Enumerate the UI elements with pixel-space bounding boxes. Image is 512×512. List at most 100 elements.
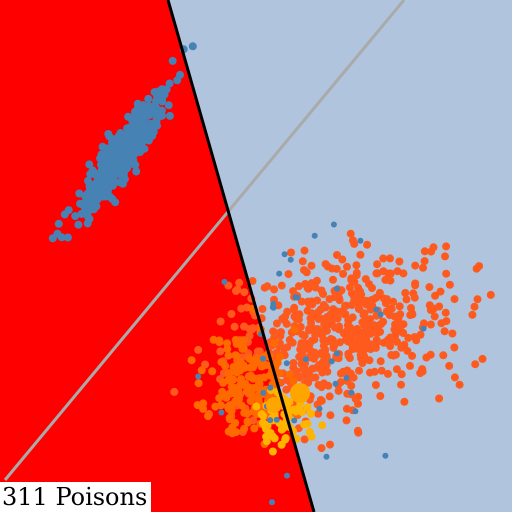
orange-class-point bbox=[401, 288, 410, 297]
orange-class-point bbox=[317, 383, 326, 392]
blue-minority-point bbox=[382, 452, 389, 459]
blue-minority-point bbox=[287, 256, 294, 263]
orange-class-point bbox=[430, 312, 439, 321]
orange-class-point bbox=[277, 328, 285, 337]
orange-class-point bbox=[441, 308, 450, 317]
blue-minority-point bbox=[348, 389, 355, 396]
blue-class-point bbox=[85, 160, 94, 169]
gold-points-point bbox=[318, 421, 327, 430]
blue-class-point bbox=[120, 157, 129, 166]
orange-class-point bbox=[289, 305, 298, 314]
blue-minority-point bbox=[292, 294, 299, 301]
orange-class-point bbox=[407, 304, 415, 312]
orange-class-point bbox=[450, 373, 459, 382]
orange-class-point bbox=[394, 314, 403, 323]
orange-class-point bbox=[325, 392, 334, 401]
blue-class-point bbox=[158, 90, 167, 99]
orange-class-point bbox=[342, 404, 351, 413]
orange-class-point bbox=[397, 370, 406, 379]
orange-class-point bbox=[356, 295, 365, 304]
orange-class-point bbox=[371, 343, 380, 352]
orange-class-point bbox=[395, 321, 404, 329]
poison-points-point bbox=[241, 379, 250, 388]
orange-class-point bbox=[440, 327, 449, 336]
blue-class-point bbox=[146, 104, 155, 113]
blue-class-point bbox=[104, 130, 113, 138]
orange-class-point bbox=[435, 394, 444, 403]
blue-class-point bbox=[145, 110, 154, 119]
orange-class-point bbox=[230, 322, 239, 331]
poison-points-point bbox=[215, 394, 224, 403]
orange-class-point bbox=[357, 354, 365, 363]
blue-class-point bbox=[164, 101, 173, 110]
blue-class-point bbox=[89, 205, 98, 214]
blue-minority-point bbox=[377, 311, 384, 318]
poison-points-point bbox=[258, 362, 267, 371]
blue-class-point bbox=[98, 175, 107, 184]
orange-class-point bbox=[397, 380, 405, 389]
blue-class-point bbox=[84, 212, 92, 221]
blue-class-point bbox=[63, 233, 72, 242]
orange-class-point bbox=[285, 335, 294, 344]
blue-class-point bbox=[130, 131, 139, 140]
orange-class-point bbox=[442, 269, 451, 278]
orange-class-point bbox=[353, 344, 362, 353]
blue-class-point bbox=[108, 161, 117, 170]
orange-class-point bbox=[376, 392, 385, 400]
orange-class-point bbox=[349, 373, 358, 382]
poison-points-point bbox=[215, 338, 224, 347]
orange-class-point bbox=[400, 340, 409, 349]
poison-points-point bbox=[247, 356, 256, 365]
orange-class-point bbox=[403, 346, 412, 355]
orange-class-point bbox=[345, 283, 354, 292]
orange-class-point bbox=[347, 381, 356, 390]
blue-class-point bbox=[54, 219, 63, 228]
poison-points-point bbox=[289, 377, 298, 386]
orange-class-point bbox=[395, 302, 404, 311]
blue-class-point bbox=[133, 109, 142, 118]
orange-class-point bbox=[347, 276, 356, 285]
orange-class-point bbox=[370, 321, 378, 330]
orange-class-point bbox=[294, 315, 303, 324]
orange-class-point bbox=[361, 275, 370, 284]
blue-class-point bbox=[118, 135, 127, 144]
blue-minority-point bbox=[267, 417, 274, 424]
poison-points-point bbox=[232, 428, 241, 437]
orange-class-point bbox=[363, 240, 372, 249]
blue-class-point bbox=[152, 96, 160, 105]
orange-class-point bbox=[381, 338, 390, 346]
gold-points-point bbox=[300, 420, 309, 429]
orange-class-point bbox=[248, 277, 257, 285]
orange-class-point bbox=[384, 275, 393, 284]
gold-points-point bbox=[262, 432, 271, 441]
poison-points-point bbox=[218, 387, 227, 396]
orange-class-point bbox=[366, 305, 375, 314]
orange-class-point bbox=[322, 352, 331, 361]
orange-class-point bbox=[319, 341, 328, 350]
orange-class-point bbox=[201, 360, 210, 369]
orange-class-point bbox=[327, 319, 336, 328]
poison-points-point bbox=[235, 382, 244, 391]
blue-minority-point bbox=[420, 325, 427, 332]
orange-class-point bbox=[323, 262, 332, 271]
blue-class-point bbox=[132, 148, 141, 156]
blue-class-point bbox=[107, 167, 116, 176]
orange-class-point bbox=[318, 315, 327, 323]
gold-points-point bbox=[268, 447, 277, 456]
orange-class-point bbox=[300, 246, 309, 255]
blue-class-point bbox=[77, 210, 86, 218]
orange-class-point bbox=[338, 306, 347, 315]
orange-class-point bbox=[411, 261, 420, 270]
orange-class-point bbox=[418, 367, 427, 376]
orange-class-point bbox=[343, 368, 352, 377]
orange-class-point bbox=[194, 345, 203, 354]
orange-class-point bbox=[233, 285, 242, 294]
blue-class-point bbox=[165, 111, 174, 120]
poison-points-point bbox=[204, 412, 212, 421]
orange-class-point bbox=[311, 330, 320, 339]
orange-class-point bbox=[439, 351, 448, 360]
orange-class-point bbox=[297, 359, 306, 368]
orange-class-point bbox=[237, 304, 246, 313]
orange-class-point bbox=[376, 357, 385, 366]
orange-class-point bbox=[298, 257, 307, 266]
